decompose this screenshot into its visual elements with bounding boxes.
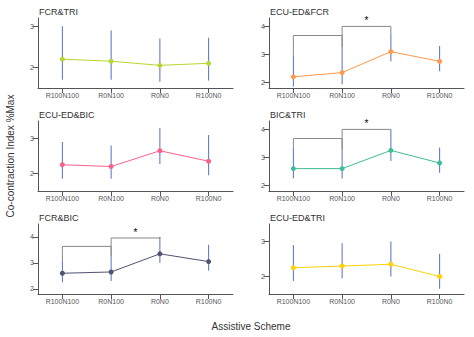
svg-text:Assistive Scheme: Assistive Scheme (212, 321, 291, 332)
svg-text:ECU-ED&BIC: ECU-ED&BIC (39, 110, 95, 120)
svg-text:3: 3 (261, 51, 265, 58)
svg-text:R0N100: R0N100 (98, 298, 124, 305)
svg-text:R0N100: R0N100 (98, 92, 124, 99)
svg-text:R0N100: R0N100 (98, 195, 124, 202)
svg-text:R0N100: R0N100 (329, 195, 355, 202)
svg-text:R100N0: R100N0 (196, 195, 222, 202)
svg-text:R0N0: R0N0 (382, 298, 400, 305)
svg-text:2: 2 (30, 170, 34, 177)
svg-text:R100N0: R100N0 (427, 298, 453, 305)
svg-text:FCR&BIC: FCR&BIC (39, 213, 79, 223)
svg-text:R0N100: R0N100 (329, 92, 355, 99)
svg-text:4: 4 (30, 233, 34, 240)
svg-text:ECU-ED&TRI: ECU-ED&TRI (270, 213, 325, 223)
svg-text:R100N100: R100N100 (277, 92, 311, 99)
svg-text:3: 3 (30, 23, 34, 30)
svg-text:R100N0: R100N0 (196, 298, 222, 305)
svg-text:4: 4 (261, 126, 265, 133)
svg-text:3: 3 (30, 135, 34, 142)
svg-text:R0N100: R0N100 (329, 298, 355, 305)
svg-text:R100N100: R100N100 (277, 298, 311, 305)
svg-text:R100N100: R100N100 (46, 298, 80, 305)
svg-text:R100N0: R100N0 (196, 92, 222, 99)
svg-text:R0N0: R0N0 (151, 298, 169, 305)
svg-text:3: 3 (261, 238, 265, 245)
svg-text:*: * (134, 227, 138, 238)
svg-text:ECU-ED&FCR: ECU-ED&FCR (270, 7, 330, 17)
svg-text:R100N100: R100N100 (277, 195, 311, 202)
svg-text:R0N0: R0N0 (151, 195, 169, 202)
svg-text:2: 2 (30, 64, 34, 71)
svg-text:*: * (365, 15, 369, 26)
svg-text:R100N100: R100N100 (46, 195, 80, 202)
svg-text:R0N0: R0N0 (382, 195, 400, 202)
svg-text:2: 2 (261, 182, 265, 189)
svg-text:R100N100: R100N100 (46, 92, 80, 99)
svg-text:3: 3 (30, 259, 34, 266)
svg-text:3: 3 (261, 154, 265, 161)
svg-text:2: 2 (261, 273, 265, 280)
svg-text:R100N0: R100N0 (427, 195, 453, 202)
svg-text:R0N0: R0N0 (382, 92, 400, 99)
svg-text:R0N0: R0N0 (151, 92, 169, 99)
svg-text:R100N0: R100N0 (427, 92, 453, 99)
svg-text:*: * (365, 118, 369, 129)
svg-text:2: 2 (30, 285, 34, 292)
svg-text:2: 2 (261, 79, 265, 86)
svg-text:BIC&TRI: BIC&TRI (270, 110, 306, 120)
svg-text:Co-contraction Index %Max: Co-contraction Index %Max (5, 95, 16, 218)
svg-text:FCR&TRI: FCR&TRI (39, 7, 78, 17)
svg-text:4: 4 (261, 23, 265, 30)
